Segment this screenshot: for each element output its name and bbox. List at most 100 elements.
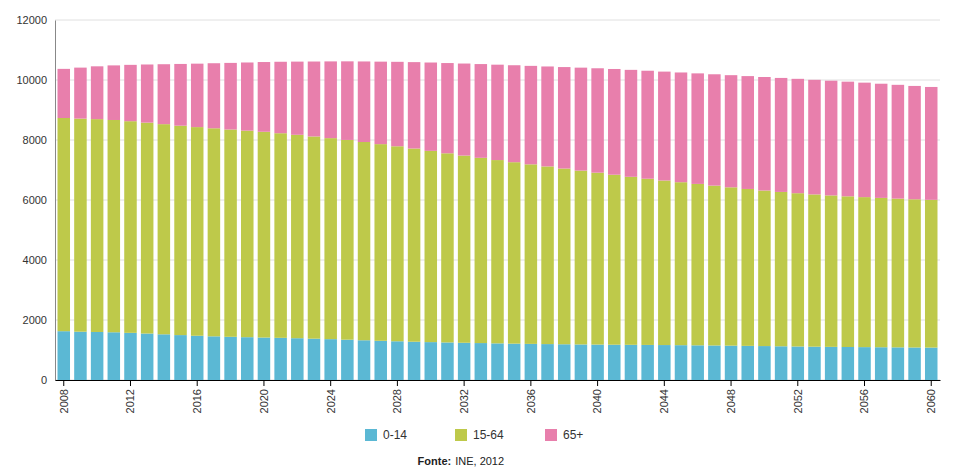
bar xyxy=(74,119,87,332)
bar xyxy=(174,335,187,380)
bar xyxy=(341,340,354,380)
y-tick-label: 10000 xyxy=(16,74,47,86)
legend: 0-14 15-64 65+ xyxy=(365,428,583,442)
bar xyxy=(341,140,354,340)
x-tick: 2032 xyxy=(458,380,470,413)
legend-label: 0-14 xyxy=(383,428,407,442)
bar xyxy=(158,64,171,124)
bar xyxy=(58,118,71,331)
x-tick-mark xyxy=(330,380,331,386)
bar xyxy=(658,345,671,380)
bar xyxy=(558,169,571,345)
x-tick: 2016 xyxy=(191,380,203,413)
annotations: Fonte:INE, 2012 xyxy=(418,455,505,467)
y-tick: 12000 xyxy=(16,14,55,26)
bar xyxy=(741,76,754,189)
bar xyxy=(925,200,938,348)
bar xyxy=(158,334,171,380)
x-tick-label: 2016 xyxy=(191,389,203,413)
bar xyxy=(491,343,504,380)
bar xyxy=(441,63,454,153)
grid-line xyxy=(55,20,940,21)
bar xyxy=(925,87,938,200)
x-tick: 2056 xyxy=(858,380,870,413)
legend-swatch xyxy=(365,429,377,441)
bar xyxy=(291,135,304,338)
bar xyxy=(808,347,821,380)
y-tick: 10000 xyxy=(16,74,55,86)
x-tick: 2040 xyxy=(591,380,603,413)
plot: 0200040006000800010000120002008201220162… xyxy=(16,14,940,413)
bar xyxy=(525,344,538,380)
x-tick: 2020 xyxy=(258,380,270,413)
bar xyxy=(508,65,521,162)
bar xyxy=(458,156,471,343)
x-tick-mark xyxy=(130,380,131,386)
bar xyxy=(74,68,87,119)
bar xyxy=(591,68,604,172)
bar xyxy=(191,127,204,336)
x-tick: 2044 xyxy=(658,380,670,413)
bar xyxy=(575,68,588,171)
x-tick-mark xyxy=(597,380,598,386)
bar xyxy=(408,62,421,148)
bar xyxy=(691,345,704,380)
x-tick: 2048 xyxy=(725,380,737,413)
bar xyxy=(274,338,287,380)
y-tick: 4000 xyxy=(23,254,55,266)
bar xyxy=(675,345,688,380)
bar xyxy=(191,64,204,127)
x-tick-mark xyxy=(664,380,665,386)
legend-item: 65+ xyxy=(545,428,583,442)
bar xyxy=(324,138,337,339)
bar xyxy=(825,81,838,196)
bar xyxy=(741,189,754,346)
bar xyxy=(741,346,754,380)
x-axis-line xyxy=(56,380,941,381)
legend-label: 15-64 xyxy=(473,428,504,442)
x-tick-mark xyxy=(864,380,865,386)
bar xyxy=(391,146,404,341)
bar xyxy=(174,64,187,126)
bar xyxy=(358,340,371,380)
bar xyxy=(575,344,588,380)
bar xyxy=(475,158,488,343)
bar xyxy=(591,173,604,345)
x-tick-label: 2008 xyxy=(58,389,70,413)
bar xyxy=(758,346,771,380)
bar xyxy=(775,192,788,346)
bar xyxy=(591,345,604,380)
bar xyxy=(641,179,654,345)
x-tick-mark xyxy=(197,380,198,386)
bar xyxy=(91,332,104,380)
bar xyxy=(775,346,788,380)
bar xyxy=(541,66,554,166)
bar xyxy=(341,61,354,140)
bar xyxy=(892,199,905,348)
x-tick-label: 2056 xyxy=(858,389,870,413)
y-tick-label: 12000 xyxy=(16,14,47,26)
bar xyxy=(141,334,154,380)
bar xyxy=(508,162,521,343)
bar xyxy=(758,77,771,191)
bar xyxy=(725,75,738,187)
bar xyxy=(792,346,805,380)
bar xyxy=(475,64,488,158)
bar xyxy=(108,65,121,120)
y-tick-label: 6000 xyxy=(23,194,47,206)
bar xyxy=(58,331,71,380)
bar xyxy=(425,151,438,342)
legend-swatch xyxy=(455,429,467,441)
x-tick-mark xyxy=(797,380,798,386)
x-tick-label: 2048 xyxy=(725,389,737,413)
bar xyxy=(908,347,921,380)
bar xyxy=(258,338,271,380)
y-tick: 0 xyxy=(41,374,55,386)
x-tick-label: 2044 xyxy=(658,389,670,413)
bar xyxy=(241,337,254,380)
x-tick-label: 2052 xyxy=(792,389,804,413)
y-tick-label: 4000 xyxy=(23,254,47,266)
x-tick-mark xyxy=(263,380,264,386)
bar xyxy=(725,346,738,380)
legend-label: 65+ xyxy=(563,428,583,442)
